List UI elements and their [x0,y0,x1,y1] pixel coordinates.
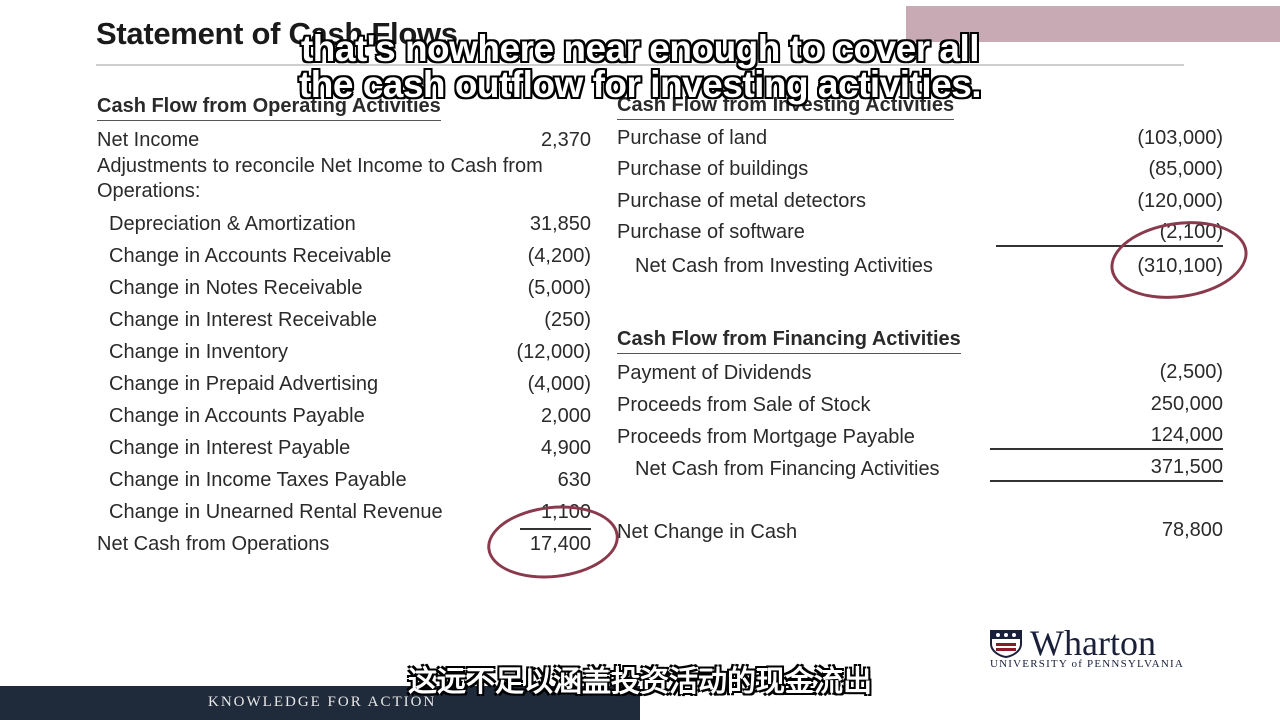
footer-tagline: KNOWLEDGE FOR ACTION [208,694,437,710]
net-change-label: Net Change in Cash [617,521,798,543]
financing-item-value: 124,000 [1150,424,1223,446]
financing-heading: Cash Flow from Financing Activities [617,328,961,354]
investing-total-value: (310,100) [1137,255,1223,277]
operating-item-value: 31,850 [529,213,591,235]
wharton-logo-subtext: UNIVERSITY of PENNSYLVANIA [990,658,1184,670]
adjustments-label-line2: Operations: [97,180,201,202]
wharton-logo-text: Wharton [1030,623,1156,663]
investing-item-value: (120,000) [1137,190,1223,212]
operating-total-value: 17,400 [529,533,591,555]
financing-total-value: 371,500 [1150,456,1223,478]
slide-title: Statement of Cash Flows [96,16,458,51]
footer-bar [0,686,640,720]
investing-item-label: Purchase of metal detectors [617,190,867,212]
operating-subtotal-rule [520,528,591,530]
operating-item-label: Change in Accounts Payable [109,405,365,427]
operating-item-label: Change in Interest Payable [109,437,351,459]
net-change-value: 78,800 [1161,519,1223,541]
investing-item-label: Purchase of buildings [617,158,809,180]
financing-total-rule [990,480,1223,482]
corner-overlay-box [906,6,1280,42]
net-income-value: 2,370 [540,129,591,151]
subtitle-chinese: 这远不足以涵盖投资活动的现金流出 [407,666,872,698]
investing-total-label: Net Cash from Investing Activities [635,255,933,277]
investing-item-value: (103,000) [1137,127,1223,149]
operating-item-value: (4,000) [527,373,591,395]
wharton-shield-icon [990,630,1022,658]
operating-item-value: (12,000) [516,341,592,363]
financing-total-label: Net Cash from Financing Activities [635,458,940,480]
investing-item-value: (2,100) [1159,221,1223,243]
investing-subtotal-rule [996,245,1223,247]
operating-item-label: Change in Notes Receivable [109,277,363,299]
operating-item-label: Change in Accounts Receivable [109,245,392,267]
financing-item-label: Proceeds from Sale of Stock [617,394,871,416]
subtitle-english-line1: that's nowhere near enough to cover all [300,28,980,69]
operating-item-label: Change in Interest Receivable [109,309,377,331]
operating-item-value: (250) [544,309,591,331]
operating-item-label: Change in Unearned Rental Revenue [109,501,443,523]
operating-item-value: (4,200) [527,245,591,267]
annotation-circle-operations [483,499,623,585]
subtitle-english-line2: the cash outflow for investing activitie… [298,64,982,105]
operating-item-label: Change in Prepaid Advertising [109,373,379,395]
net-income-label: Net Income [97,129,200,151]
operating-item-value: 4,900 [540,437,591,459]
operating-total-label: Net Cash from Operations [97,533,330,555]
investing-item-label: Purchase of land [617,127,768,149]
operating-heading: Cash Flow from Operating Activities [97,95,441,121]
financing-item-value: (2,500) [1159,361,1223,383]
investing-item-label: Purchase of software [617,221,805,243]
operating-item-label: Change in Inventory [109,341,289,363]
operating-item-value: 1,100 [540,501,591,523]
investing-heading: Cash Flow from Investing Activities [617,94,955,120]
operating-item-value: 630 [557,469,591,491]
title-divider [96,64,1184,66]
financing-item-label: Payment of Dividends [617,362,812,384]
financing-item-value: 250,000 [1150,393,1223,415]
adjustments-label-line1: Adjustments to reconcile Net Income to C… [97,155,543,177]
operating-item-label: Change in Income Taxes Payable [109,469,407,491]
operating-item-value: (5,000) [527,277,591,299]
financing-subtotal-rule [990,448,1223,450]
operating-item-value: 2,000 [540,405,591,427]
annotation-circle-investing [1105,212,1253,308]
operating-item-label: Depreciation & Amortization [109,213,356,235]
financing-item-label: Proceeds from Mortgage Payable [617,426,915,448]
investing-item-value: (85,000) [1148,158,1224,180]
